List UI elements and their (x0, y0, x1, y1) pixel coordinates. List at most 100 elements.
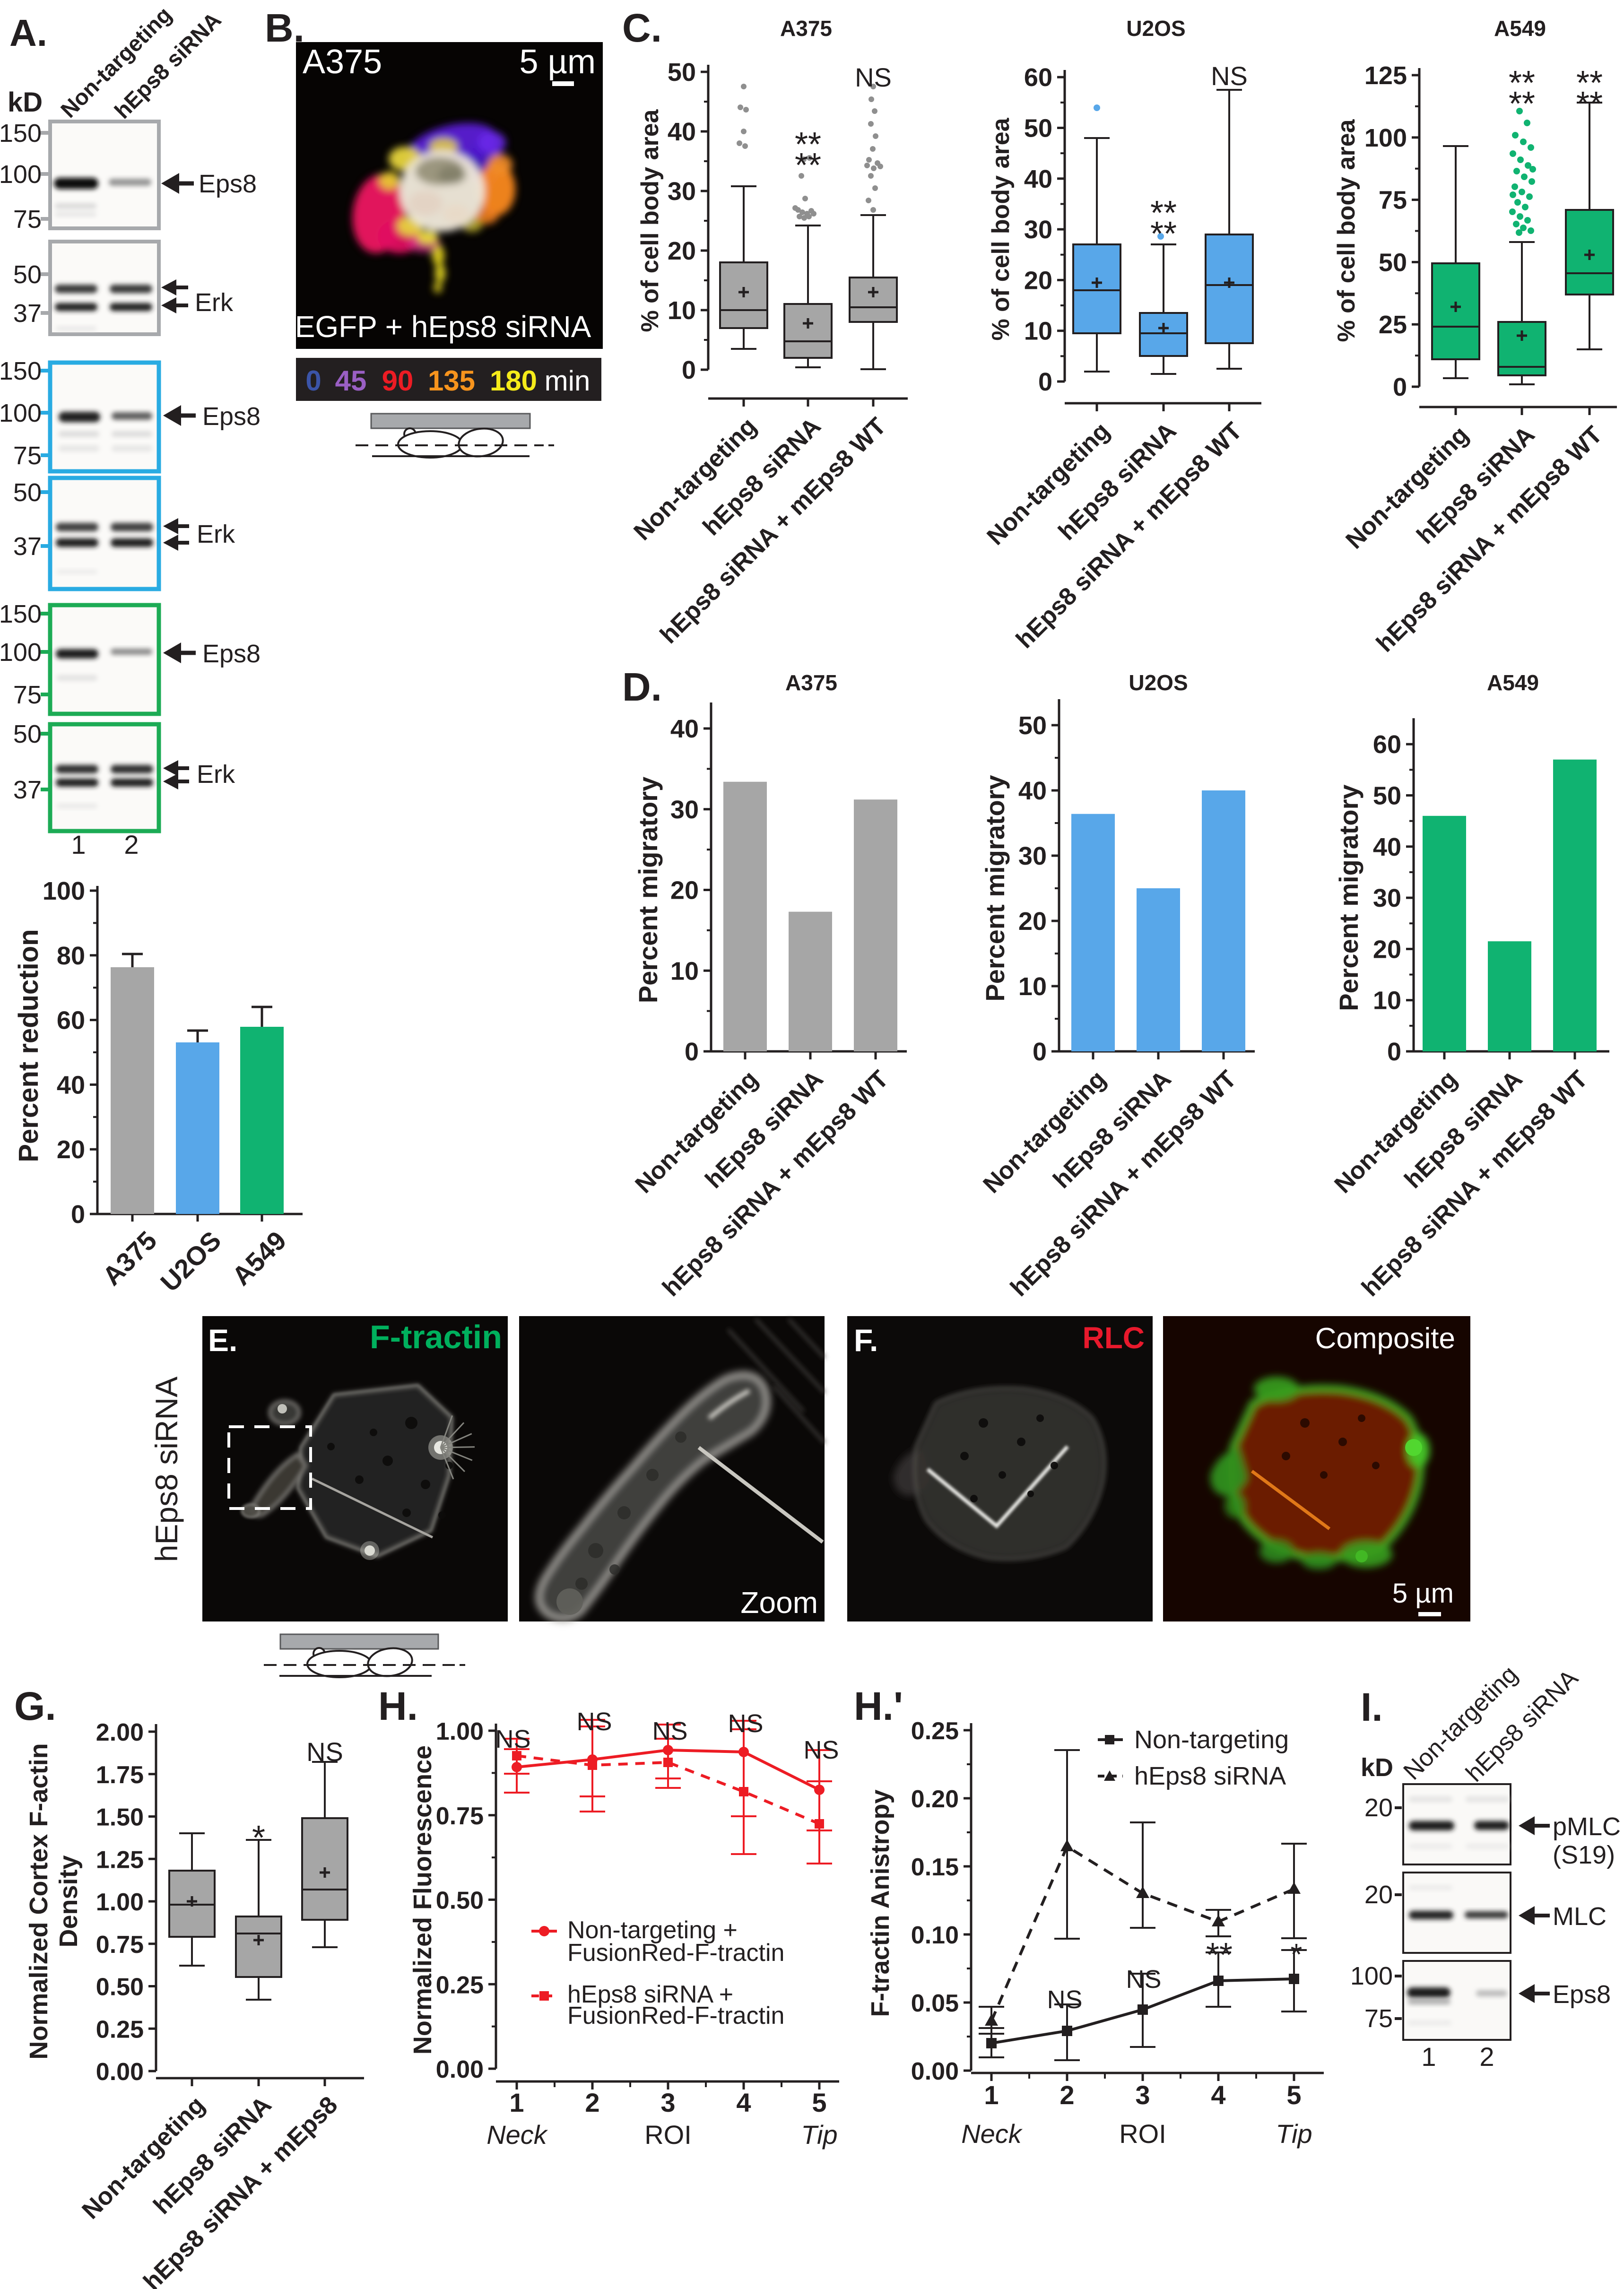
svg-text:50: 50 (13, 260, 42, 289)
svg-text:0: 0 (305, 365, 321, 397)
svg-text:100: 100 (0, 160, 42, 189)
svg-text:10: 10 (1373, 987, 1401, 1015)
svg-text:**: ** (1150, 194, 1177, 232)
svg-text:50: 50 (1024, 114, 1052, 143)
svg-text:4: 4 (736, 2088, 751, 2117)
svg-text:D.: D. (622, 665, 662, 709)
svg-text:0: 0 (1387, 1038, 1401, 1066)
svg-text:0.00: 0.00 (436, 2056, 484, 2083)
svg-text:1.00: 1.00 (436, 1718, 484, 1745)
svg-text:I.: I. (1361, 1685, 1383, 1729)
svg-text:20: 20 (670, 876, 699, 905)
svg-text:Tip: Tip (1276, 2119, 1312, 2149)
svg-text:0.00: 0.00 (911, 2058, 959, 2085)
svg-text:Percent migratory: Percent migratory (980, 775, 1010, 1001)
svg-text:0.25: 0.25 (911, 1717, 959, 1745)
svg-text:(S19): (S19) (1553, 1841, 1615, 1869)
svg-text:% of cell body area: % of cell body area (636, 109, 664, 332)
svg-text:0.75: 0.75 (436, 1803, 484, 1830)
svg-text:NS: NS (495, 1725, 530, 1753)
svg-text:150: 150 (0, 600, 42, 628)
svg-text:10: 10 (670, 957, 699, 985)
svg-text:0.15: 0.15 (911, 1854, 959, 1881)
svg-text:1.50: 1.50 (96, 1804, 144, 1831)
svg-text:NS: NS (803, 1736, 839, 1764)
svg-text:135: 135 (428, 365, 475, 397)
svg-text:0.50: 0.50 (96, 1974, 144, 2001)
svg-text:75: 75 (13, 205, 42, 234)
svg-text:Composite: Composite (1315, 1322, 1455, 1355)
svg-text:NS: NS (855, 62, 892, 92)
svg-text:50: 50 (13, 720, 42, 748)
svg-text:1: 1 (509, 2088, 524, 2117)
svg-text:5: 5 (1286, 2080, 1301, 2110)
svg-text:30: 30 (668, 177, 696, 206)
svg-text:**: ** (795, 147, 821, 184)
svg-text:C.: C. (622, 6, 662, 50)
svg-text:10: 10 (1018, 972, 1047, 1001)
svg-text:Normalized Fluorescence: Normalized Fluorescence (408, 1745, 437, 2055)
svg-text:Zoom: Zoom (740, 1586, 818, 1620)
svg-text:0.25: 0.25 (96, 2016, 144, 2043)
svg-text:20: 20 (668, 237, 696, 265)
svg-text:1: 1 (984, 2080, 999, 2110)
svg-text:NS: NS (728, 1709, 763, 1738)
svg-text:2: 2 (585, 2088, 599, 2117)
svg-text:20: 20 (1364, 1794, 1393, 1822)
svg-text:**: ** (1150, 215, 1177, 253)
svg-text:20: 20 (1018, 907, 1047, 936)
svg-text:75: 75 (1379, 186, 1407, 215)
svg-text:45: 45 (335, 365, 367, 397)
svg-text:5: 5 (812, 2088, 826, 2117)
svg-text:Eps8: Eps8 (202, 402, 261, 431)
svg-text:% of cell body area: % of cell body area (1333, 119, 1360, 342)
svg-text:40: 40 (1024, 165, 1052, 193)
svg-text:1.75: 1.75 (96, 1761, 144, 1789)
svg-text:10: 10 (1024, 317, 1052, 346)
svg-text:100: 100 (43, 877, 85, 905)
svg-text:50: 50 (668, 58, 696, 87)
svg-text:40: 40 (1018, 777, 1047, 805)
svg-text:0: 0 (1393, 373, 1407, 401)
svg-text:20: 20 (57, 1136, 85, 1164)
svg-text:ROI: ROI (1119, 2119, 1166, 2149)
svg-text:**: ** (1206, 1936, 1233, 1974)
svg-text:0.10: 0.10 (911, 1922, 959, 1949)
svg-text:A375: A375 (780, 16, 832, 41)
svg-text:1: 1 (1421, 2042, 1436, 2072)
svg-text:**: ** (1576, 64, 1603, 102)
svg-text:1: 1 (71, 830, 86, 859)
svg-text:kD: kD (1361, 1753, 1393, 1782)
svg-text:% of cell body area: % of cell body area (987, 117, 1015, 340)
svg-text:37: 37 (13, 532, 42, 561)
svg-text:150: 150 (0, 119, 42, 147)
svg-text:FusionRed-F-tractin: FusionRed-F-tractin (567, 2002, 784, 2029)
svg-text:kD: kD (8, 87, 43, 118)
svg-text:*: * (252, 1819, 265, 1857)
svg-text:125: 125 (1364, 61, 1407, 90)
svg-text:RLC: RLC (1082, 1321, 1145, 1355)
svg-text:Percent reduction: Percent reduction (13, 929, 44, 1162)
svg-text:20: 20 (1373, 935, 1401, 963)
svg-text:NS: NS (576, 1708, 612, 1736)
svg-text:1.25: 1.25 (96, 1846, 144, 1873)
svg-text:NS: NS (1126, 1965, 1161, 1994)
svg-text:2.00: 2.00 (96, 1719, 144, 1746)
svg-text:0: 0 (71, 1200, 85, 1229)
svg-text:EGFP + hEps8 siRNA: EGFP + hEps8 siRNA (295, 310, 591, 344)
svg-text:NS: NS (1211, 61, 1248, 91)
svg-text:0.05: 0.05 (911, 1990, 959, 2017)
svg-text:hEps8 siRNA +: hEps8 siRNA + (567, 1981, 733, 2008)
svg-text:50: 50 (1373, 782, 1401, 810)
svg-text:Eps8: Eps8 (1553, 1980, 1611, 2009)
svg-text:150: 150 (0, 357, 42, 385)
svg-text:0.25: 0.25 (436, 1971, 484, 1999)
svg-text:40: 40 (1373, 833, 1401, 861)
svg-text:**: ** (1576, 85, 1603, 123)
svg-text:A375: A375 (303, 43, 382, 81)
svg-text:Eps8: Eps8 (199, 170, 257, 198)
svg-text:NS: NS (1047, 1986, 1082, 2014)
svg-text:90: 90 (382, 365, 414, 397)
svg-text:100: 100 (1364, 124, 1407, 152)
svg-text:50: 50 (13, 478, 42, 507)
